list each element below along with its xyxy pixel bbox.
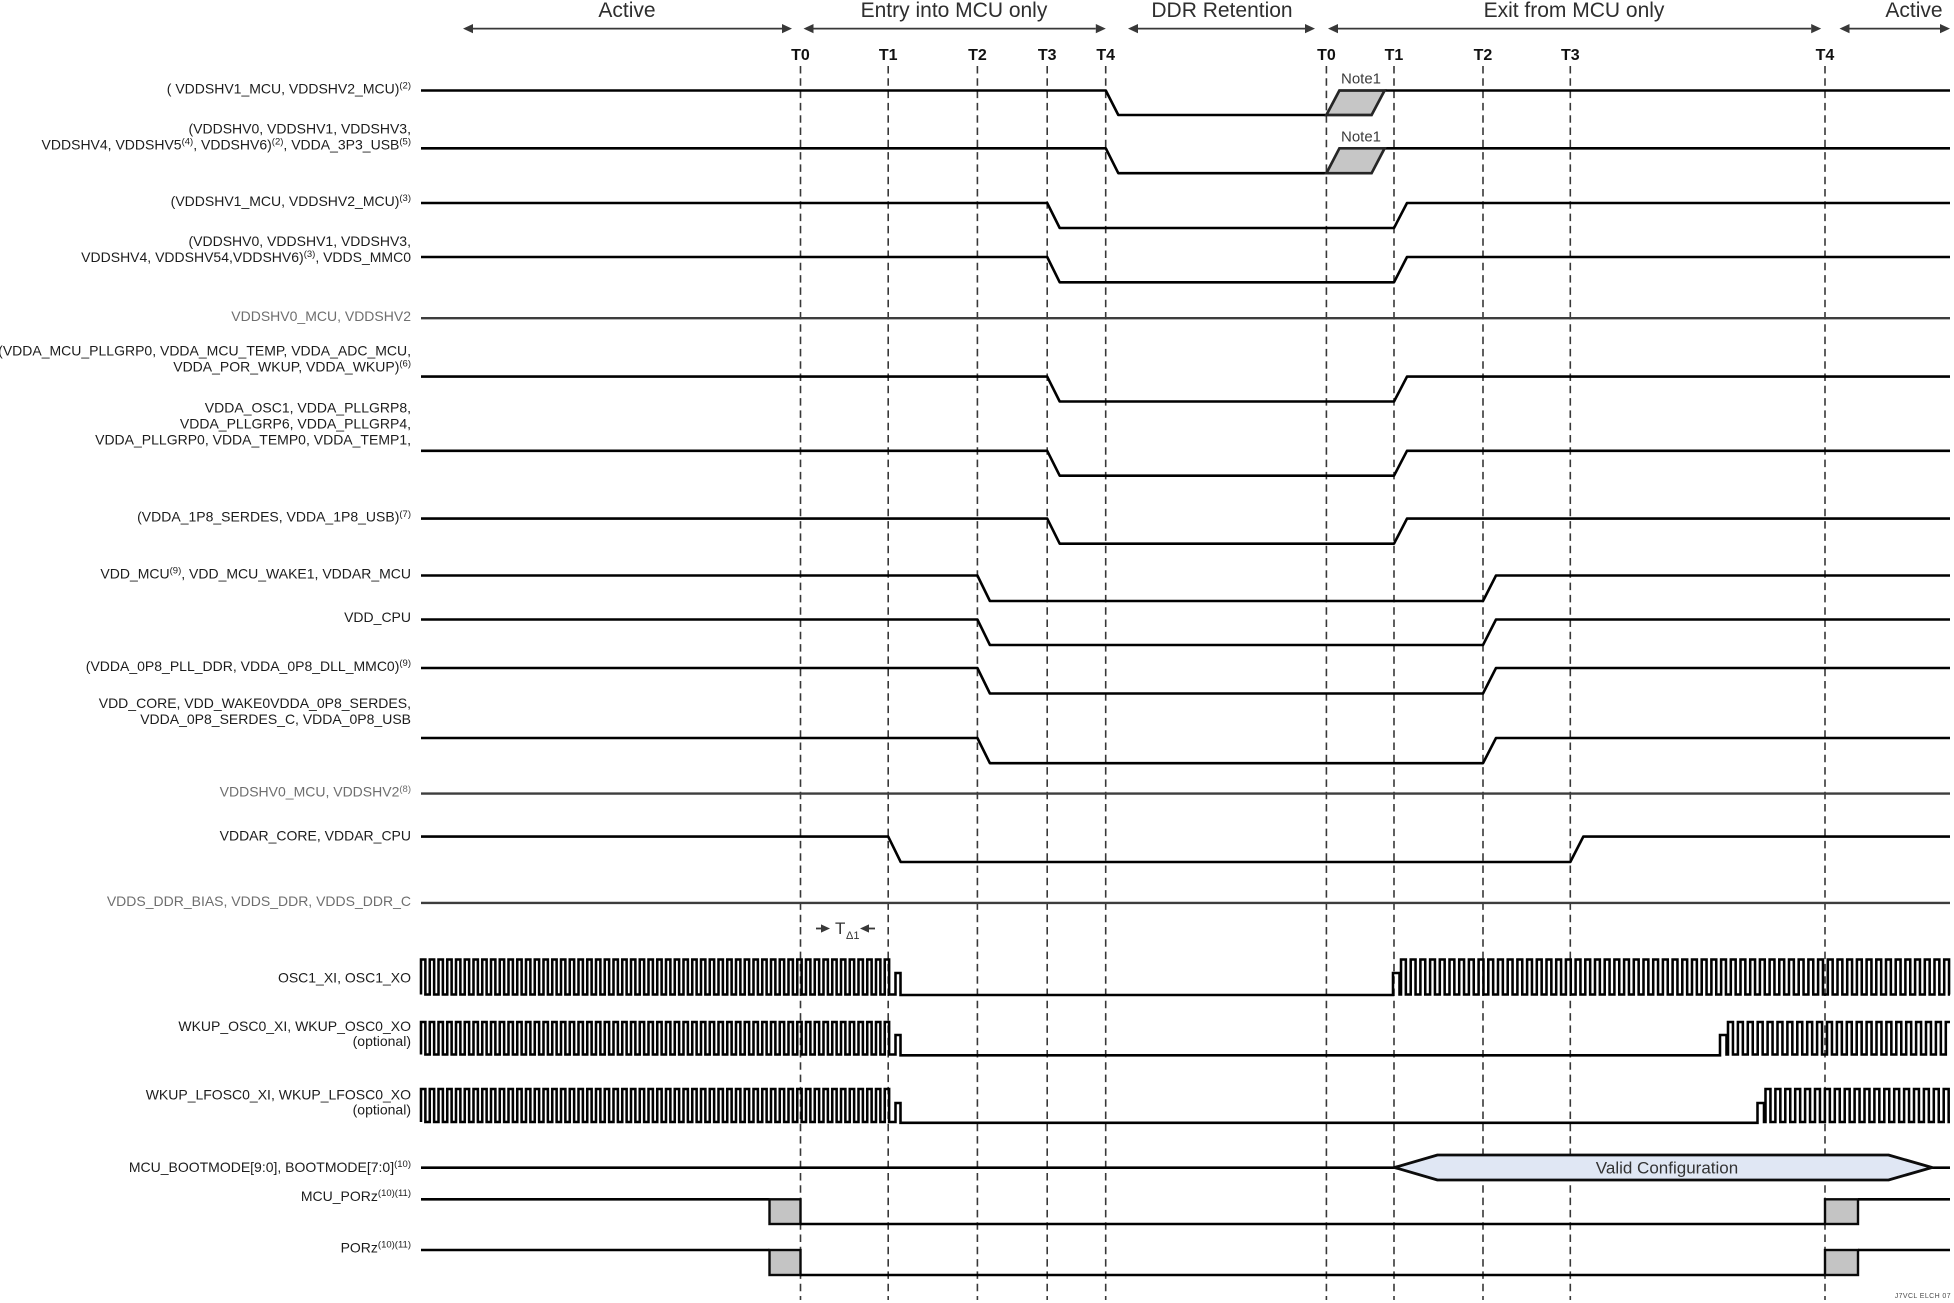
svg-text:J7VCL ELCH 07: J7VCL ELCH 07 [1895,1293,1951,1300]
svg-text:T2: T2 [1474,47,1493,64]
svg-text:T0: T0 [1317,47,1336,64]
svg-text:VDD_CORE, VDD_WAKE0VDDA_0P8_SE: VDD_CORE, VDD_WAKE0VDDA_0P8_SERDES, [99,695,411,711]
svg-text:MCU_BOOTMODE[9:0], BOOTMODE[7:: MCU_BOOTMODE[9:0], BOOTMODE[7:0](10)​ [129,1159,411,1175]
svg-text:T1: T1 [879,47,898,64]
svg-text:Note1: Note1 [1341,71,1381,88]
svg-text:Active: Active [598,0,655,22]
svg-text:DDR Retention: DDR Retention [1151,0,1292,22]
svg-text:(VDDSHV0, VDDSHV1, VDDSHV3,: (VDDSHV0, VDDSHV1, VDDSHV3, [188,233,411,249]
svg-text:T1: T1 [1385,47,1404,64]
svg-text:VDDSHV4, VDDSHV54,VDDSHV6)(3)​: VDDSHV4, VDDSHV54,VDDSHV6)(3)​, VDDS_MMC… [81,249,411,265]
svg-text:(VDDA_MCU_PLLGRP0, VDDA_MCU_TE: (VDDA_MCU_PLLGRP0, VDDA_MCU_TEMP, VDDA_A… [0,343,411,359]
svg-text:VDDA_PLLGRP6, VDDA_PLLGRP4,: VDDA_PLLGRP6, VDDA_PLLGRP4, [180,416,411,432]
svg-text:Valid Configuration: Valid Configuration [1596,1159,1738,1178]
svg-text:T4: T4 [1816,47,1835,64]
svg-text:Active: Active [1885,0,1942,22]
svg-text:Exit from MCU only: Exit from MCU only [1484,0,1665,22]
svg-text:(optional): (optional) [353,1101,411,1117]
svg-text:(VDDSHV0, VDDSHV1, VDDSHV3,: (VDDSHV0, VDDSHV1, VDDSHV3, [188,120,411,136]
svg-text:( VDDSHV1_MCU, VDDSHV2_MCU)(2): ( VDDSHV1_MCU, VDDSHV2_MCU)(2)​ [167,81,411,97]
svg-text:T3: T3 [1561,47,1580,64]
svg-text:Note1: Note1 [1341,128,1381,145]
svg-text:Entry into MCU only: Entry into MCU only [861,0,1048,22]
svg-text:T2: T2 [968,47,987,64]
svg-text:VDDA_0P8_SERDES_C, VDDA_0P8_US: VDDA_0P8_SERDES_C, VDDA_0P8_USB [140,711,411,727]
svg-text:WKUP_LFOSC0_XI, WKUP_LFOSC0_XO: WKUP_LFOSC0_XI, WKUP_LFOSC0_XO [146,1087,411,1103]
svg-text:T3: T3 [1038,47,1057,64]
svg-text:VDDAR_CORE, VDDAR_CPU: VDDAR_CORE, VDDAR_CPU [220,827,411,843]
svg-text:(VDDA_0P8_PLL_DDR, VDDA_0P8_DL: (VDDA_0P8_PLL_DDR, VDDA_0P8_DLL_MMC0)(9)… [86,658,411,674]
svg-text:VDD_CPU: VDD_CPU [344,609,411,625]
svg-text:VDDSHV0_MCU, VDDSHV2(8)​: VDDSHV0_MCU, VDDSHV2(8)​ [220,784,411,800]
svg-text:(VDDA_1P8_SERDES, VDDA_1P8_USB: (VDDA_1P8_SERDES, VDDA_1P8_USB)(7)​ [137,509,411,525]
svg-text:VDDA_PLLGRP0, VDDA_TEMP0, VDDA: VDDA_PLLGRP0, VDDA_TEMP0, VDDA_TEMP1, [95,432,411,448]
svg-text:(VDDSHV1_MCU, VDDSHV2_MCU)(3)​: (VDDSHV1_MCU, VDDSHV2_MCU)(3)​ [171,193,411,209]
svg-text:VDDA_POR_WKUP, VDDA_WKUP)(6)​: VDDA_POR_WKUP, VDDA_WKUP)(6)​ [173,359,411,375]
svg-text:T: T [835,919,845,938]
svg-text:(optional): (optional) [353,1033,411,1049]
svg-text:T0: T0 [791,47,810,64]
svg-text:VDDSHV0_MCU, VDDSHV2: VDDSHV0_MCU, VDDSHV2 [231,308,411,324]
svg-text:VDD_MCU(9)​, VDD_MCU_WAKE1, VD: VDD_MCU(9)​, VDD_MCU_WAKE1, VDDAR_MCU [100,566,411,582]
svg-text:WKUP_OSC0_XI, WKUP_OSC0_XO: WKUP_OSC0_XI, WKUP_OSC0_XO [178,1018,411,1034]
svg-text:VDDS_DDR_BIAS, VDDS_DDR, VDDS_: VDDS_DDR_BIAS, VDDS_DDR, VDDS_DDR_C [107,893,411,909]
svg-text:T4: T4 [1096,47,1115,64]
svg-text:OSC1_XI, OSC1_XO: OSC1_XI, OSC1_XO [278,970,411,986]
svg-text:VDDSHV4, VDDSHV5(4)​, VDDSHV6): VDDSHV4, VDDSHV5(4)​, VDDSHV6)(2)​, VDDA… [42,136,411,152]
svg-text:VDDA_OSC1, VDDA_PLLGRP8,: VDDA_OSC1, VDDA_PLLGRP8, [205,400,411,416]
svg-text:Δ1: Δ1 [846,930,859,942]
